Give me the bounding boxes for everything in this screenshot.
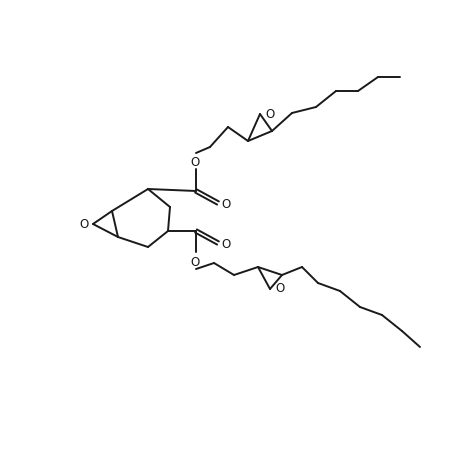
Text: O: O (275, 281, 285, 294)
Text: O: O (79, 218, 89, 231)
Text: O: O (265, 108, 274, 121)
Text: O: O (221, 197, 231, 210)
Text: O: O (221, 237, 231, 250)
Text: O: O (191, 255, 199, 268)
Text: O: O (191, 155, 199, 168)
